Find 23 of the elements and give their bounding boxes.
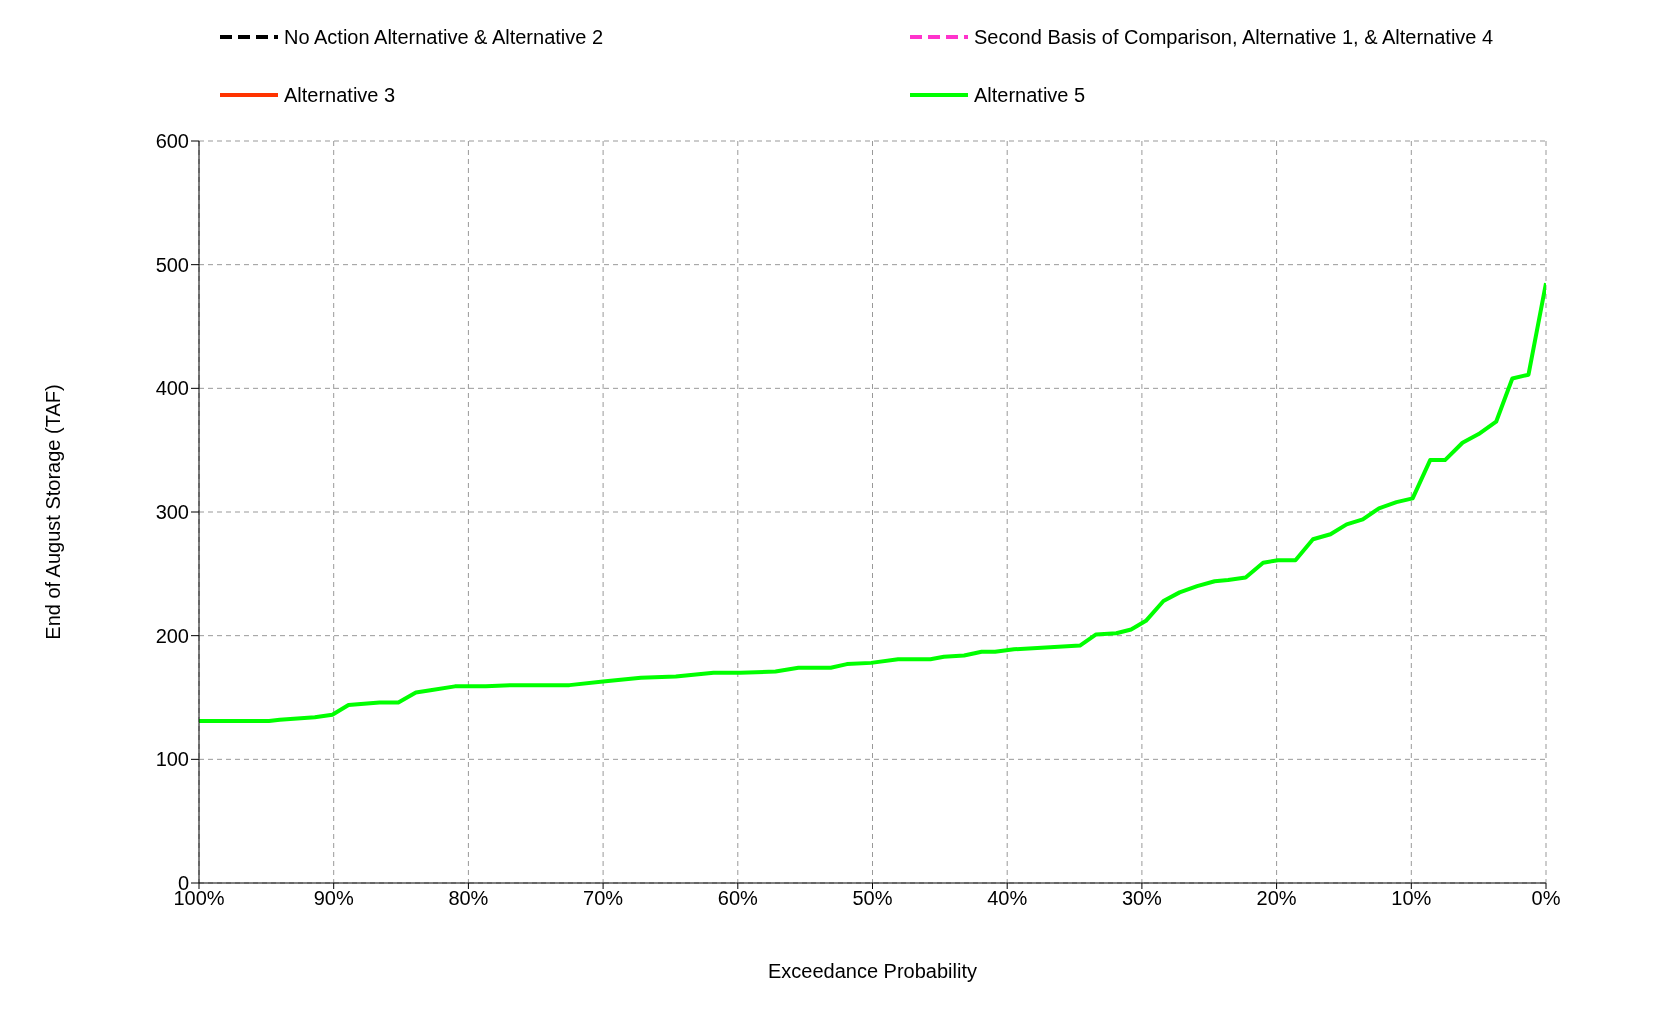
y-tick-label: 400 xyxy=(155,377,189,400)
x-tick-label: 50% xyxy=(852,887,893,910)
x-tick-label: 30% xyxy=(1121,887,1163,910)
x-axis-title: Exceedance Probability xyxy=(767,960,978,982)
x-tick-label: 90% xyxy=(313,887,354,910)
legend-label: Alternative 3 xyxy=(284,83,396,107)
x-tick-label: 60% xyxy=(717,887,759,910)
x-tick-label: 0% xyxy=(1531,887,1561,910)
x-tick-label: 20% xyxy=(1256,887,1297,910)
x-tick-label: 40% xyxy=(987,887,1028,910)
legend-label: Alternative 5 xyxy=(974,83,1086,107)
x-tick-label: 80% xyxy=(448,887,489,910)
x-tick-label: 10% xyxy=(1391,887,1432,910)
legend-label: No Action Alternative & Alternative 2 xyxy=(284,25,604,49)
y-tick-label: 100 xyxy=(155,748,189,771)
y-tick-label: 600 xyxy=(155,130,189,153)
x-tick-label: 70% xyxy=(583,887,624,910)
y-tick-label: 200 xyxy=(155,624,189,647)
y-tick-label: 500 xyxy=(155,253,189,276)
y-tick-label: 300 xyxy=(155,501,189,524)
line-series xyxy=(199,281,1546,723)
y-axis-title: End of August Storage (TAF) xyxy=(42,384,65,640)
legend-label: Second Basis of Comparison, Alternative 1, & Alternative 4 xyxy=(974,25,1494,49)
